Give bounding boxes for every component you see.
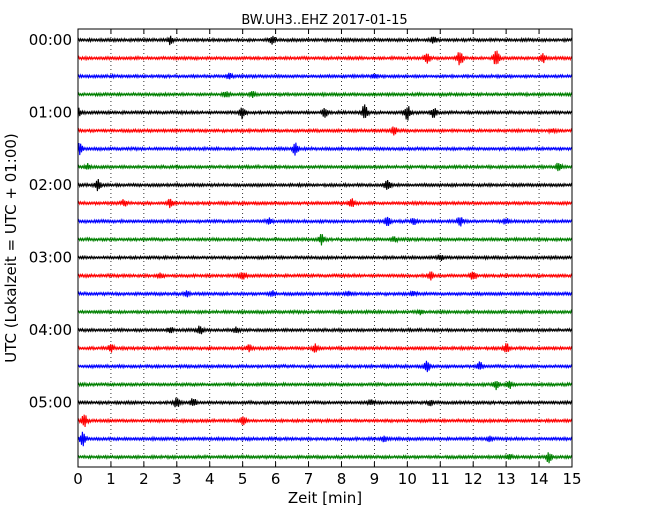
trace-02:30 <box>77 216 573 227</box>
trace-00:30 <box>77 72 573 80</box>
trace-02:45 <box>77 234 573 246</box>
trace-01:45 <box>77 162 573 172</box>
trace-01:00 <box>77 104 573 121</box>
x-tick-label-14: 14 <box>530 470 549 488</box>
x-tick-label-0: 0 <box>73 470 83 488</box>
x-tick-label-6: 6 <box>271 470 281 488</box>
x-tick-label-13: 13 <box>497 470 516 488</box>
x-tick-label-10: 10 <box>398 470 417 488</box>
trace-01:30 <box>77 142 573 156</box>
trace-03:30 <box>77 290 573 298</box>
trace-04:45 <box>77 380 573 391</box>
x-tick-label-15: 15 <box>562 470 581 488</box>
trace-01:15 <box>77 126 573 136</box>
trace-04:30 <box>77 360 573 373</box>
chart-title: BW.UH3..EHZ 2017-01-15 <box>241 13 407 28</box>
plot-frame <box>77 28 573 468</box>
x-tick-label-4: 4 <box>205 470 215 488</box>
x-axis-ticks: 0 1 2 3 4 5 6 7 8 9 10 11 12 13 14 15 <box>73 29 582 488</box>
trace-02:15 <box>77 198 573 209</box>
y-tick-label-04:00: 04:00 <box>29 321 72 339</box>
trace-04:15 <box>77 343 573 353</box>
trace-02:00 <box>77 178 573 192</box>
x-tick-label-3: 3 <box>172 470 182 488</box>
y-tick-label-00:00: 00:00 <box>29 31 72 49</box>
trace-00:00 <box>77 35 573 46</box>
y-axis-label: UTC (Lokalzeit = UTC + 01:00) <box>2 133 20 363</box>
x-axis-label: Zeit [min] <box>288 489 362 507</box>
x-tick-label-1: 1 <box>106 470 116 488</box>
trace-05:00 <box>77 397 573 408</box>
y-tick-label-01:00: 01:00 <box>29 104 72 122</box>
trace-05:15 <box>77 414 573 428</box>
trace-05:45 <box>77 452 573 464</box>
x-tick-label-5: 5 <box>238 470 248 488</box>
trace-00:45 <box>77 90 573 99</box>
x-tick-label-12: 12 <box>464 470 483 488</box>
x-tick-label-8: 8 <box>337 470 347 488</box>
y-tick-label-03:00: 03:00 <box>29 249 72 267</box>
trace-03:00 <box>77 254 573 261</box>
x-tick-label-11: 11 <box>431 470 450 488</box>
x-tick-label-7: 7 <box>304 470 314 488</box>
traces <box>77 35 573 464</box>
trace-05:30 <box>77 431 573 447</box>
y-axis-ticks: 00:00 01:00 02:00 03:00 04:00 05:00 <box>29 31 572 412</box>
y-tick-label-05:00: 05:00 <box>29 394 72 412</box>
trace-03:45 <box>77 308 573 316</box>
trace-04:00 <box>77 325 573 335</box>
trace-00:15 <box>77 50 573 66</box>
x-tick-label-2: 2 <box>139 470 149 488</box>
y-tick-label-02:00: 02:00 <box>29 176 72 194</box>
trace-03:15 <box>77 271 573 281</box>
x-tick-label-9: 9 <box>370 470 380 488</box>
